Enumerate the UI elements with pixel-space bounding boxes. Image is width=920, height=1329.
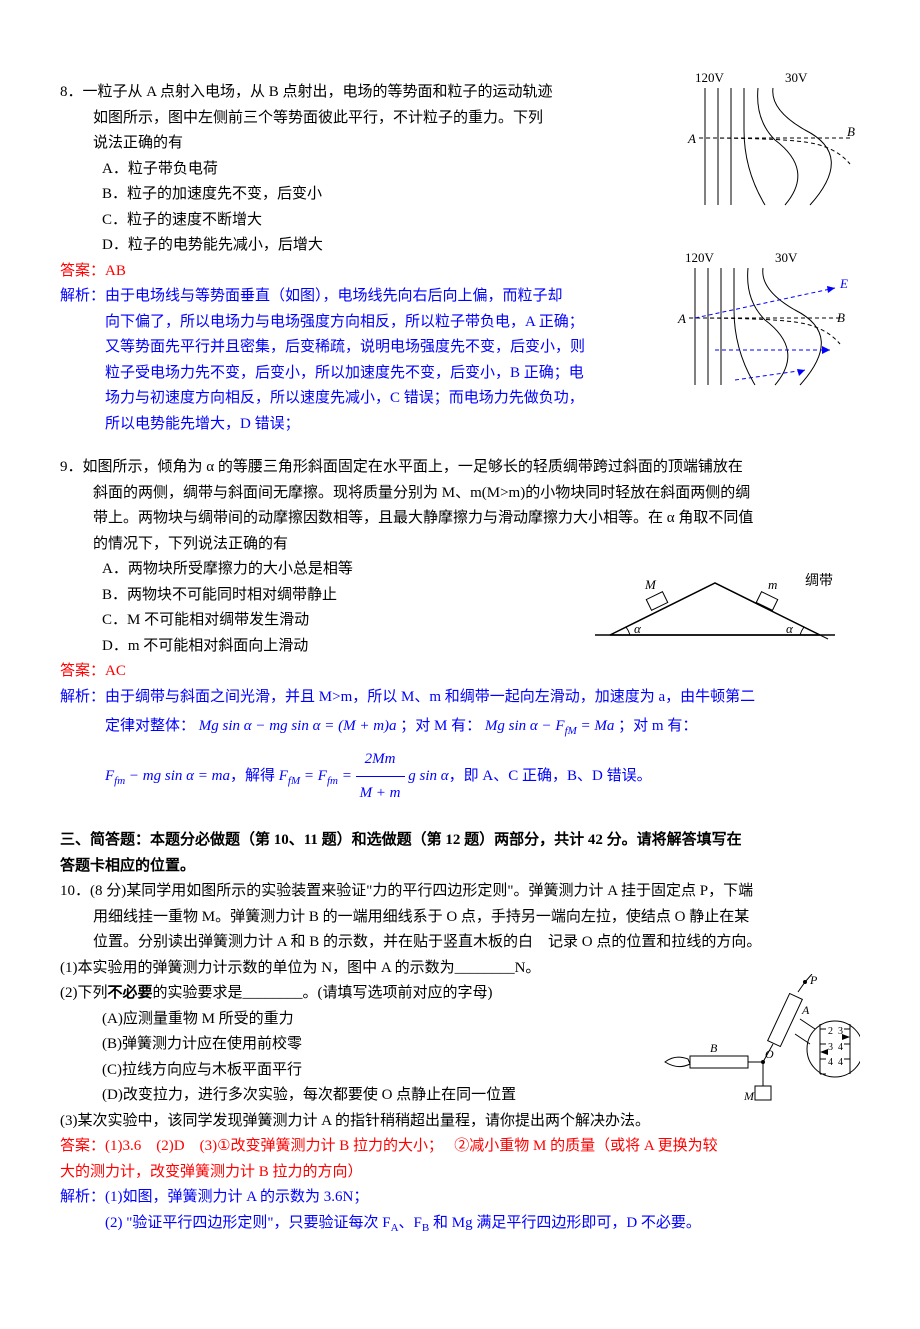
label-120v: 120V — [695, 70, 725, 85]
q-number: 10． — [60, 883, 90, 899]
label-30v: 30V — [775, 250, 798, 265]
label-b: B — [847, 124, 855, 139]
q9-figure: α α M m 绸带 — [590, 565, 840, 645]
q8-figure-1: 120V 30V A B — [685, 70, 860, 210]
q9-answer: 答案：AC — [60, 659, 860, 685]
label-a: A — [687, 131, 696, 146]
label-b: B — [837, 310, 845, 325]
svg-text:O: O — [765, 1047, 774, 1061]
section-3-heading: 三、简答题：本题分必做题（第 10、11 题）和选做题（第 12 题）两部分，共… — [60, 828, 860, 879]
svg-text:2: 2 — [828, 1026, 833, 1037]
label-e: E — [839, 276, 848, 291]
q10-figure: P A O B M 23 34 44 — [660, 974, 860, 1114]
svg-text:α: α — [786, 621, 794, 636]
svg-text:B: B — [710, 1041, 718, 1055]
q10-answer: 答案：(1)3.6 (2)D (3)①改变弹簧测力计 B 拉力的大小； ②减小重… — [60, 1134, 860, 1160]
svg-text:M: M — [644, 577, 657, 592]
q8-figure-2: 120V 30V A B E — [675, 250, 860, 390]
label-120v: 120V — [685, 250, 715, 265]
question-9: α α M m 绸带 9．如图所示，倾角为 α 的等腰三角形斜面固定在水平面上，… — [60, 455, 860, 810]
svg-text:P: P — [809, 974, 818, 987]
svg-text:α: α — [634, 621, 642, 636]
q9-formula-line-2: Ffm − mg sin α = ma，解得 FfM = Ffm = 2MmM … — [60, 743, 860, 810]
svg-text:A: A — [801, 1003, 810, 1017]
label-a: A — [677, 311, 686, 326]
q-number: 9． — [60, 459, 83, 475]
q9-formula-line-1: 定律对整体： Mg sin α − mg sin α = (M + m)a ；对… — [60, 710, 860, 743]
svg-text:M: M — [743, 1089, 755, 1103]
svg-text:4: 4 — [828, 1057, 833, 1068]
question-10: P A O B M 23 34 44 — [60, 879, 860, 1237]
q-number: 8． — [60, 84, 83, 100]
svg-text:4: 4 — [838, 1057, 843, 1068]
label-30v: 30V — [785, 70, 808, 85]
question-8: 120V 30V A B 120V 30V A B — [60, 80, 860, 437]
q8-opt-c: C．粒子的速度不断增大 — [60, 208, 860, 234]
q9-explanation: 解析：由于绸带与斜面之间光滑，并且 M>m，所以 M、m 和绸带一起向左滑动，加… — [60, 685, 860, 711]
svg-text:绸带: 绸带 — [805, 573, 833, 589]
q10-explanation: 解析：(1)如图，弹簧测力计 A 的示数为 3.6N； — [60, 1185, 860, 1211]
q10-exp-2: (2) "验证平行四边形定则"，只要验证每次 FA、FB 和 Mg 满足平行四边… — [60, 1211, 860, 1238]
svg-text:3: 3 — [828, 1042, 833, 1053]
svg-text:m: m — [768, 577, 777, 592]
svg-text:4: 4 — [838, 1042, 843, 1053]
